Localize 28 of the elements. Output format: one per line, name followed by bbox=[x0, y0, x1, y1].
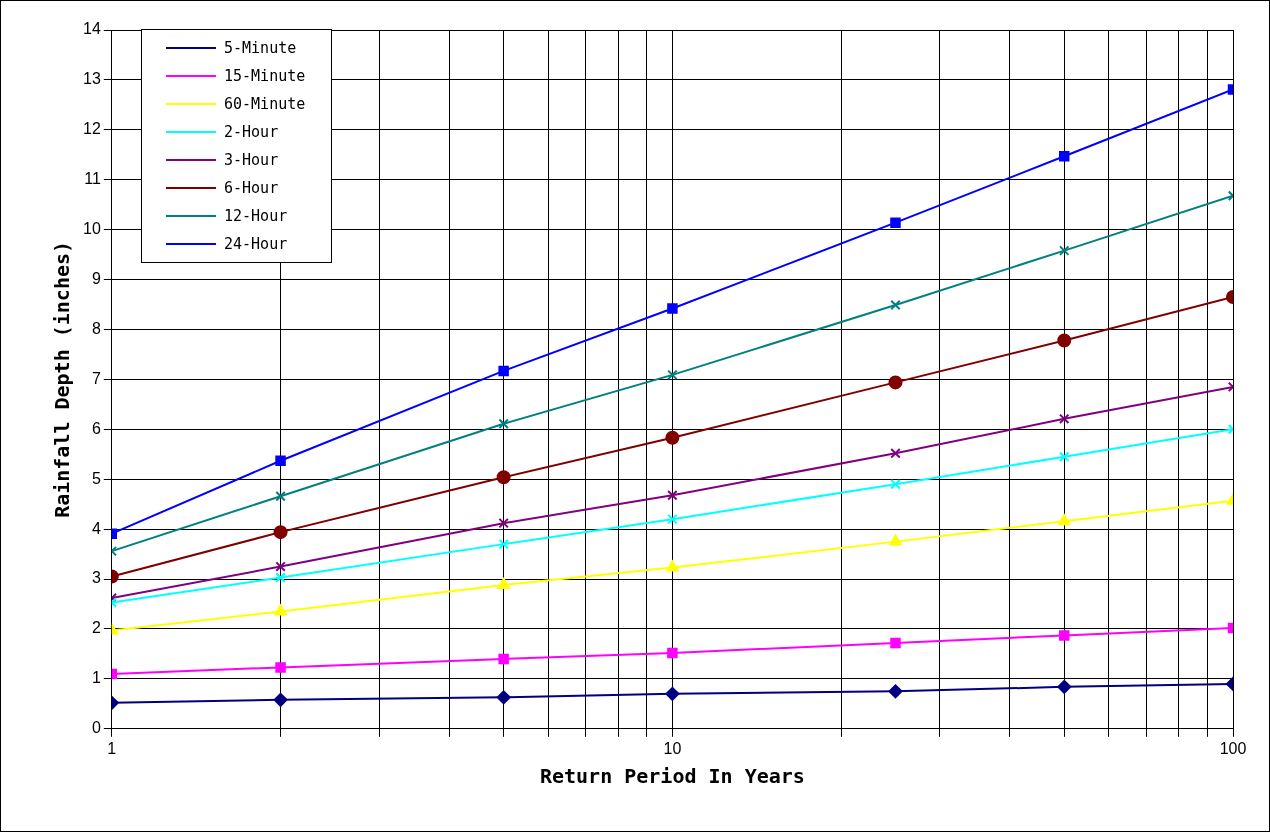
y-tick-label: 10 bbox=[83, 220, 101, 238]
y-tick-label: 4 bbox=[91, 519, 101, 537]
x-tick-label: 1 bbox=[107, 739, 117, 757]
y-tick-label: 11 bbox=[84, 170, 101, 188]
y-tick-label: 6 bbox=[91, 419, 101, 437]
y-tick-label: 13 bbox=[83, 70, 101, 88]
y-tick-label: 1 bbox=[91, 669, 101, 687]
y-tick-label: 8 bbox=[91, 319, 101, 337]
y-tick-label: 2 bbox=[91, 619, 101, 637]
y-tick-label: 14 bbox=[83, 20, 101, 38]
x-tick-label: 10 bbox=[663, 739, 682, 757]
legend-label: 15-Minute bbox=[224, 67, 306, 85]
legend-label: 6-Hour bbox=[224, 179, 279, 197]
y-tick-label: 5 bbox=[91, 469, 101, 487]
y-tick-label: 12 bbox=[83, 120, 101, 138]
legend-label: 3-Hour bbox=[224, 151, 279, 169]
legend-label: 12-Hour bbox=[224, 207, 288, 225]
legend-label: 5-Minute bbox=[224, 39, 297, 57]
x-axis-title: Return Period In Years bbox=[539, 764, 805, 789]
legend-label: 24-Hour bbox=[224, 235, 288, 253]
y-axis-title: Rainfall Depth (inches) bbox=[50, 240, 75, 518]
legend-label: 60-Minute bbox=[224, 95, 306, 113]
x-tick-label: 100 bbox=[1219, 739, 1247, 757]
legend-label: 2-Hour bbox=[224, 123, 279, 141]
y-tick-label: 3 bbox=[91, 569, 101, 587]
y-tick-label: 9 bbox=[91, 269, 101, 287]
y-tick-label: 0 bbox=[91, 719, 101, 737]
y-tick-label: 7 bbox=[91, 369, 101, 387]
